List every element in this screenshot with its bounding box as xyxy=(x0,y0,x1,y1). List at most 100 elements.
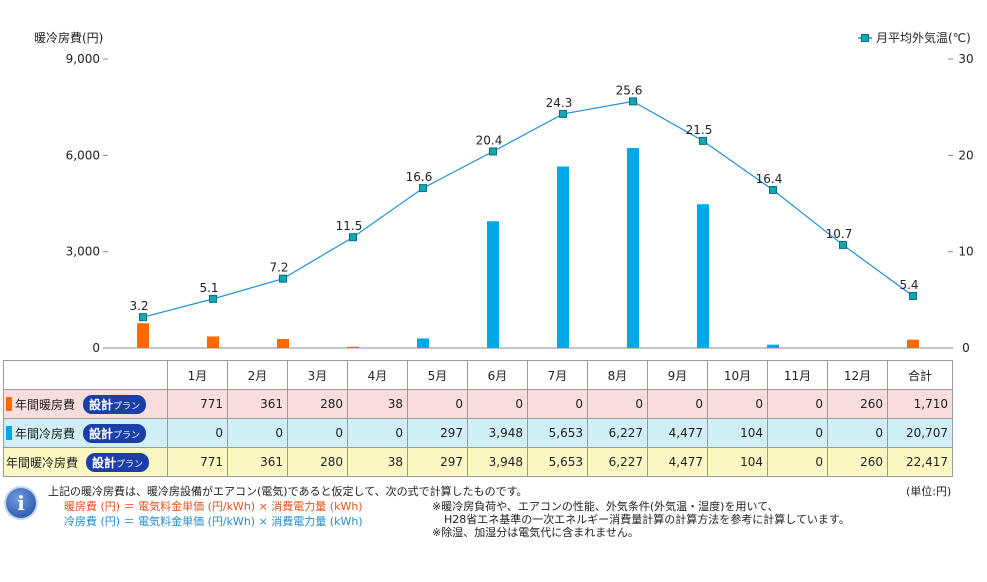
cell: 361 xyxy=(227,447,288,477)
y-left-tick-label: 3,000 xyxy=(66,245,100,259)
temperature-data-label: 11.5 xyxy=(336,219,363,233)
remark-2: H28省エネ基準の一次エネルギー消費量計算の計算方法を参考に計算しています。 xyxy=(444,513,850,526)
cell: 0 xyxy=(767,389,828,419)
cell: 280 xyxy=(287,447,348,477)
info-icon: i xyxy=(6,488,36,518)
cell: 5,653 xyxy=(527,447,588,477)
cooling-cost-bar xyxy=(417,338,429,348)
temperature-point-marker xyxy=(559,109,567,118)
cell: 361 xyxy=(227,389,288,419)
cell: 297 xyxy=(407,418,468,448)
cell: 0 xyxy=(827,418,888,448)
y-left-tick-label: 6,000 xyxy=(66,148,100,162)
design-plan-badge[interactable]: 設計プラン xyxy=(83,394,147,414)
cell: 38 xyxy=(347,447,408,477)
table-header-month: 11月 xyxy=(767,360,828,390)
cell: 0 xyxy=(467,389,528,419)
temperature-data-label: 3.2 xyxy=(129,299,148,313)
design-plan-badge[interactable]: 設計プラン xyxy=(83,423,147,443)
row-label-text: 年間暖房費 xyxy=(15,397,76,412)
table-row-heating: 年間暖房費 設計プラン 771 361 280 38 0 0 0 0 0 0 0 … xyxy=(3,389,953,419)
table-header-month: 1月 xyxy=(167,360,228,390)
table-header-month: 5月 xyxy=(407,360,468,390)
heating-cost-bar xyxy=(907,339,919,348)
temperature-data-label: 7.2 xyxy=(269,261,288,275)
table-header-total: 合計 xyxy=(887,360,953,390)
heating-formula: 暖房費 (円) ＝ 電気料金単価 (円/kWh) × 消費電力量 (kWh) xyxy=(64,500,363,513)
cell: 297 xyxy=(407,447,468,477)
temperature-data-label: 16.4 xyxy=(756,172,783,186)
cell: 104 xyxy=(707,418,768,448)
cooling-cost-bar xyxy=(697,204,709,348)
temperature-data-label: 24.3 xyxy=(546,96,573,110)
cell: 0 xyxy=(527,389,588,419)
cooling-formula: 冷房費 (円) ＝ 電気料金単価 (円/kWh) × 消費電力量 (kWh) xyxy=(64,515,363,528)
table-header-month: 3月 xyxy=(287,360,348,390)
heating-cost-bar xyxy=(277,339,289,348)
y-left-tick-label: 9,000 xyxy=(66,52,100,66)
legend-marker-swatch xyxy=(861,34,869,42)
cell: 260 xyxy=(827,447,888,477)
temperature-point-marker xyxy=(489,147,497,156)
cell: 0 xyxy=(767,447,828,477)
cell: 280 xyxy=(287,389,348,419)
cell: 771 xyxy=(167,389,228,419)
badge-sub-text: プラン xyxy=(113,430,141,441)
remark-1: ※暖冷房負荷や、エアコンの性能、外気条件(外気温・湿度)を用いて、 xyxy=(432,500,779,513)
cell: 0 xyxy=(167,418,228,448)
heating-color-marker xyxy=(6,396,12,411)
unit-label: (単位:円) xyxy=(906,485,952,498)
cell: 4,477 xyxy=(647,447,708,477)
temperature-data-label: 25.6 xyxy=(616,83,643,97)
temperature-data-label: 10.7 xyxy=(826,227,853,241)
design-plan-badge[interactable]: 設計プラン xyxy=(86,452,150,472)
cooling-cost-bar xyxy=(557,166,569,348)
note-intro: 上記の暖冷房費は、暖冷房設備がエアコン(電気)であると仮定して、次の式で計算した… xyxy=(48,485,528,498)
temperature-point-marker xyxy=(349,233,357,242)
y-left-axis-label: 暖冷房費(円) xyxy=(34,30,103,45)
row-label-heating: 年間暖房費 設計プラン xyxy=(3,389,168,419)
cell: 5,653 xyxy=(527,418,588,448)
cooling-cost-bar xyxy=(487,221,499,348)
cell: 260 xyxy=(827,389,888,419)
heating-cost-bar xyxy=(347,346,359,348)
temperature-point-marker xyxy=(419,184,427,193)
temperature-point-marker xyxy=(909,291,917,300)
cell: 771 xyxy=(167,447,228,477)
table-header-month: 12月 xyxy=(827,360,888,390)
y-left-tick-label: 0 xyxy=(92,341,100,355)
badge-main-text: 設計 xyxy=(92,455,117,470)
table-header-month: 7月 xyxy=(527,360,588,390)
temperature-data-label: 5.4 xyxy=(899,278,918,292)
cell: 104 xyxy=(707,447,768,477)
cell: 0 xyxy=(287,418,348,448)
y-right-tick-label: 20 xyxy=(958,148,973,162)
temperature-point-marker xyxy=(209,294,217,303)
legend: 月平均外気温(℃) xyxy=(858,30,971,45)
y-right-tick-label: 10 xyxy=(958,245,973,259)
badge-sub-text: プラン xyxy=(113,401,141,412)
total-cell: 20,707 xyxy=(887,418,953,448)
temperature-point-marker xyxy=(279,274,287,283)
temperature-point-marker xyxy=(139,313,147,322)
y-right-tick-label: 30 xyxy=(958,52,973,66)
y-right-tick-label: 0 xyxy=(962,341,970,355)
legend-label: 月平均外気温(℃) xyxy=(876,30,971,45)
table-header-month: 4月 xyxy=(347,360,408,390)
table-header-row: 1月 2月 3月 4月 5月 6月 7月 8月 9月 10月 11月 12月 合… xyxy=(3,360,953,390)
cell: 0 xyxy=(587,389,648,419)
table-row-total-cost: 年間暖冷房費 設計プラン 771 361 280 38 297 3,948 5,6… xyxy=(3,447,953,477)
table-row-cooling: 年間冷房費 設計プラン 0 0 0 0 297 3,948 5,653 6,227… xyxy=(3,418,953,448)
table-header-month: 10月 xyxy=(707,360,768,390)
temperature-data-label: 21.5 xyxy=(686,123,713,137)
notes-section: i 上記の暖冷房費は、暖冷房設備がエアコン(電気)であると仮定して、次の式で計算… xyxy=(0,480,987,580)
cooling-cost-bar xyxy=(627,148,639,348)
cell: 0 xyxy=(647,389,708,419)
cell: 4,477 xyxy=(647,418,708,448)
cooling-cost-bar xyxy=(767,344,779,348)
cell: 0 xyxy=(767,418,828,448)
row-label-total-cost: 年間暖冷房費 設計プラン xyxy=(3,447,168,477)
cell: 6,227 xyxy=(587,418,648,448)
cooling-color-marker xyxy=(6,425,12,440)
temperature-point-marker xyxy=(699,136,707,145)
